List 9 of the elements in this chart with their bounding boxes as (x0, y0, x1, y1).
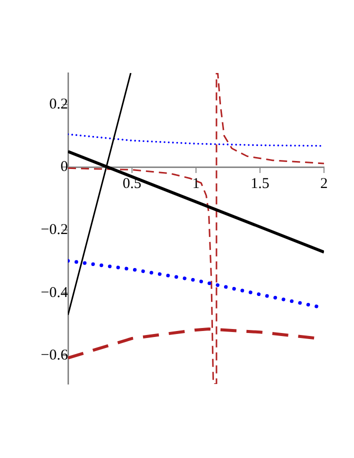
x-tick-label: 1.5 (250, 176, 270, 192)
y-tick-label: −0.2 (40, 222, 68, 238)
y-tick-label: 0.2 (49, 96, 68, 112)
y-tick-label: −0.4 (40, 284, 68, 301)
x-tick-label: 1 (192, 176, 200, 192)
line-series (68, 133, 324, 147)
x-tick-label: 2 (320, 176, 328, 192)
y-tick-label: 0 (60, 159, 68, 176)
y-tick-label: −0.6 (40, 348, 68, 364)
